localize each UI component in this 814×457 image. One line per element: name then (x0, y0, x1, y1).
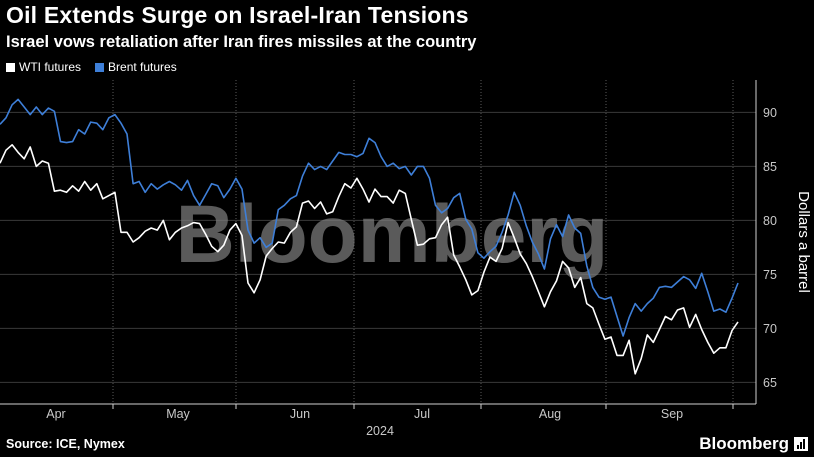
legend: WTI futures Brent futures (6, 60, 177, 74)
watermark: Bloomberg (176, 189, 609, 280)
source-note: Source: ICE, Nymex (6, 437, 125, 451)
legend-item-brent: Brent futures (95, 60, 177, 74)
x-tick-label: Apr (46, 407, 65, 421)
brand-logo: Bloomberg (699, 434, 808, 454)
legend-label-wti: WTI futures (19, 60, 82, 74)
y-tick-label: 80 (763, 214, 777, 228)
chart-title: Oil Extends Surge on Israel-Iran Tension… (6, 2, 469, 28)
x-axis-title: 2024 (366, 424, 394, 438)
x-tick-label: Jul (414, 407, 430, 421)
y-tick-label: 70 (763, 322, 777, 336)
x-tick-label: Jun (290, 407, 310, 421)
y-tick-label: 90 (763, 106, 777, 120)
series-line-wti-futures (0, 144, 739, 375)
y-tick-label: 65 (763, 376, 777, 390)
bar-chart-icon (794, 437, 808, 451)
x-tick-label: Sep (661, 407, 683, 421)
x-tick-label: Aug (539, 407, 561, 421)
chart-subtitle: Israel vows retaliation after Iran fires… (6, 33, 477, 51)
y-tick-label: 75 (763, 268, 777, 282)
brand-name: Bloomberg (699, 434, 789, 453)
y-axis-title: Dollars a barrel (795, 191, 812, 293)
legend-swatch-wti (6, 62, 15, 72)
legend-label-brent: Brent futures (108, 60, 177, 74)
legend-item-wti: WTI futures (6, 60, 81, 74)
y-tick-label: 85 (763, 160, 777, 174)
x-tick-label: May (166, 407, 190, 421)
legend-swatch-brent (95, 62, 105, 72)
series-line-brent-futures (0, 98, 739, 337)
